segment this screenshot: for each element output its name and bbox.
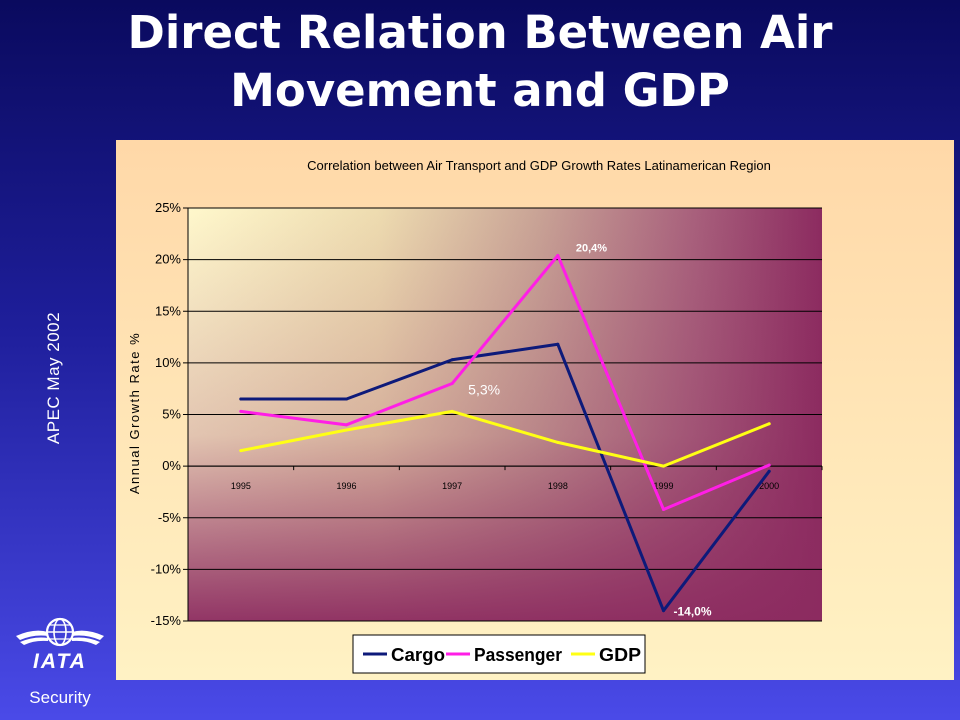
y-tick-label: -10% xyxy=(151,561,182,576)
y-tick-label: 10% xyxy=(155,355,181,370)
data-point-passenger xyxy=(662,507,665,511)
footer-label: Security xyxy=(29,688,91,707)
chart-legend: Cargo Passenger GDP xyxy=(352,634,646,674)
series-line-gdp xyxy=(239,409,771,468)
data-point-passenger xyxy=(239,409,243,413)
data-point-gdp xyxy=(345,428,348,432)
data-label: -14,0% xyxy=(674,605,712,619)
data-point-passenger xyxy=(345,423,348,427)
data-point-passenger xyxy=(556,253,560,257)
legend-label-gdp: GDP xyxy=(599,645,641,665)
x-tick-label: 1997 xyxy=(442,481,462,491)
data-label: 20,4% xyxy=(576,242,607,254)
y-tick-label: 25% xyxy=(155,200,181,215)
data-point-gdp xyxy=(662,464,665,468)
x-tick-label: 1998 xyxy=(548,481,568,491)
iata-logo: IATA xyxy=(14,614,106,680)
legend-box xyxy=(352,634,646,674)
y-tick-label: -5% xyxy=(158,510,182,525)
data-point-cargo xyxy=(450,358,454,362)
slide-title-line-2: Movement and GDP xyxy=(230,64,730,117)
globe-wings-icon xyxy=(16,617,104,647)
legend-label-cargo: Cargo xyxy=(391,645,445,665)
data-point-gdp xyxy=(767,422,771,426)
x-tick-label: 1995 xyxy=(231,481,251,491)
data-annotations: 20,4% 5,3% -14,0% xyxy=(468,242,712,618)
slide-title-line-1: Direct Relation Between Air xyxy=(127,6,833,59)
chart-title: Correlation between Air Transport and GD… xyxy=(307,158,771,173)
data-point-cargo xyxy=(239,397,243,401)
data-point-cargo xyxy=(345,397,348,401)
series-line-cargo xyxy=(239,342,771,613)
chart-container: -15% -10% -5% 0% 5% 10% 15% 20% 25% 1995 1996 1997 1… xyxy=(116,140,954,680)
data-point-cargo xyxy=(556,342,560,346)
y-tick-label: 0% xyxy=(162,458,181,473)
y-axis-label: Annual Growth Rate % xyxy=(127,332,142,494)
data-point-cargo xyxy=(662,609,665,613)
data-label: 5,3% xyxy=(468,381,500,397)
y-tick-label: 20% xyxy=(155,252,181,267)
series-lines xyxy=(239,253,771,613)
data-point-passenger xyxy=(450,382,454,386)
data-point-gdp xyxy=(450,409,454,413)
axes: -15% -10% -5% 0% 5% 10% 15% 20% 25% 1995 1996 1997 1… xyxy=(151,200,823,628)
data-point-gdp xyxy=(556,440,560,444)
legend-label-passenger: Passenger xyxy=(474,645,562,665)
data-point-cargo xyxy=(767,469,771,473)
line-chart: -15% -10% -5% 0% 5% 10% 15% 20% 25% 1995 1996 1997 1… xyxy=(116,140,954,680)
x-tick-label: 2000 xyxy=(759,481,779,491)
slide-title: Direct Relation Between Air Movement and… xyxy=(0,4,960,120)
y-tick-label: 15% xyxy=(155,303,181,318)
x-tick-label: 1996 xyxy=(336,481,356,491)
series-line-passenger xyxy=(239,253,771,511)
logo-text: IATA xyxy=(33,650,87,673)
data-point-gdp xyxy=(239,449,243,453)
y-tick-label: -15% xyxy=(151,613,182,628)
x-tick-label: 1999 xyxy=(653,481,673,491)
y-tick-label: 5% xyxy=(162,407,181,422)
data-point-passenger xyxy=(767,463,771,467)
side-date-label: APEC May 2002 xyxy=(44,311,63,445)
